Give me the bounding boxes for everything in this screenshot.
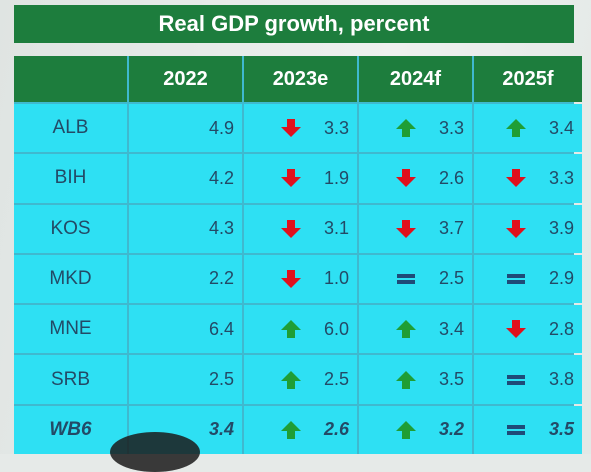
equal-icon xyxy=(502,272,530,286)
value-2024: 3.7 xyxy=(438,218,464,239)
cell-2022: 2.5 xyxy=(129,355,242,404)
arrow-down-icon xyxy=(392,219,420,239)
value-2024: 3.3 xyxy=(438,117,464,138)
value-2025: 2.8 xyxy=(548,318,574,339)
equal-icon xyxy=(392,272,420,286)
cell-2025: 3.5 xyxy=(474,405,582,454)
value-2024: 2.6 xyxy=(438,167,464,188)
header-2023e: 2023e xyxy=(244,56,357,102)
cell-2023: 3.1 xyxy=(244,204,357,253)
value-2025: 3.8 xyxy=(548,369,574,390)
value-2025: 3.9 xyxy=(548,218,574,239)
row-label-mne: MNE xyxy=(14,305,127,354)
cell-2022: 4.3 xyxy=(129,204,242,253)
value-2023: 2.5 xyxy=(323,369,349,390)
value-2023: 3.1 xyxy=(323,218,349,239)
cell-2025: 3.3 xyxy=(474,154,582,203)
arrow-up-icon xyxy=(277,319,305,339)
cell-2024: 3.7 xyxy=(359,204,472,253)
value-2022: 4.3 xyxy=(208,218,234,239)
arrow-up-icon xyxy=(392,370,420,390)
cell-2025: 2.8 xyxy=(474,305,582,354)
arrow-down-icon xyxy=(277,118,305,138)
arrow-up-icon xyxy=(277,420,305,440)
cell-2024: 3.2 xyxy=(359,405,472,454)
arrow-down-icon xyxy=(277,269,305,289)
value-2022: 4.2 xyxy=(208,167,234,188)
value-2024: 2.5 xyxy=(438,268,464,289)
value-2023: 2.6 xyxy=(323,419,349,440)
cell-2022: 4.2 xyxy=(129,154,242,203)
value-2023: 3.3 xyxy=(323,117,349,138)
arrow-up-icon xyxy=(392,118,420,138)
row-label-mkd: MKD xyxy=(14,254,127,304)
cell-2024: 2.5 xyxy=(359,254,472,304)
cell-2023: 1.0 xyxy=(244,254,357,304)
value-2022: 2.2 xyxy=(208,268,234,289)
arrow-down-icon xyxy=(277,219,305,239)
cell-2025: 3.9 xyxy=(474,204,582,253)
value-2024: 3.5 xyxy=(438,369,464,390)
foreground-shadow xyxy=(110,432,200,472)
header-2024f: 2024f xyxy=(359,56,472,102)
cell-2023: 1.9 xyxy=(244,154,357,203)
arrow-down-icon xyxy=(392,168,420,188)
value-2025: 3.5 xyxy=(548,419,574,440)
cell-2022: 2.2 xyxy=(129,254,242,304)
header-corner xyxy=(14,56,127,102)
row-label-alb: ALB xyxy=(14,104,127,153)
cell-2023: 3.3 xyxy=(244,104,357,153)
arrow-up-icon xyxy=(502,118,530,138)
cell-2024: 3.5 xyxy=(359,355,472,404)
arrow-down-icon xyxy=(277,168,305,188)
row-label-kos: KOS xyxy=(14,204,127,253)
table-title: Real GDP growth, percent xyxy=(14,5,574,43)
cell-2024: 3.3 xyxy=(359,104,472,153)
value-2025: 2.9 xyxy=(548,268,574,289)
row-label-srb: SRB xyxy=(14,355,127,404)
cell-2025: 2.9 xyxy=(474,254,582,304)
header-2022: 2022 xyxy=(129,56,242,102)
cell-2023: 2.5 xyxy=(244,355,357,404)
value-2023: 1.0 xyxy=(323,268,349,289)
arrow-down-icon xyxy=(502,219,530,239)
value-2022: 4.9 xyxy=(208,117,234,138)
arrow-up-icon xyxy=(392,420,420,440)
cell-2024: 2.6 xyxy=(359,154,472,203)
equal-icon xyxy=(502,423,530,437)
value-2022: 2.5 xyxy=(208,369,234,390)
header-2025f: 2025f xyxy=(474,56,582,102)
value-2022: 6.4 xyxy=(208,318,234,339)
arrow-down-icon xyxy=(502,168,530,188)
cell-2023: 6.0 xyxy=(244,305,357,354)
equal-icon xyxy=(502,373,530,387)
row-label-bih: BIH xyxy=(14,154,127,203)
row-label-wb6: WB6 xyxy=(14,405,127,454)
cell-2025: 3.8 xyxy=(474,355,582,404)
value-2025: 3.3 xyxy=(548,167,574,188)
value-2023: 1.9 xyxy=(323,167,349,188)
value-2023: 6.0 xyxy=(323,318,349,339)
value-2025: 3.4 xyxy=(548,117,574,138)
arrow-up-icon xyxy=(392,319,420,339)
cell-2025: 3.4 xyxy=(474,104,582,153)
cell-2023: 2.6 xyxy=(244,405,357,454)
cell-2022: 4.9 xyxy=(129,104,242,153)
value-2024: 3.4 xyxy=(438,318,464,339)
value-2022: 3.4 xyxy=(208,419,234,440)
gdp-growth-table: 2022 2023e 2024f 2025f ALB 4.9 3.3 3.3 3.4 BI… xyxy=(14,56,582,454)
arrow-up-icon xyxy=(277,370,305,390)
value-2024: 3.2 xyxy=(438,419,464,440)
cell-2022: 6.4 xyxy=(129,305,242,354)
arrow-down-icon xyxy=(502,319,530,339)
cell-2024: 3.4 xyxy=(359,305,472,354)
